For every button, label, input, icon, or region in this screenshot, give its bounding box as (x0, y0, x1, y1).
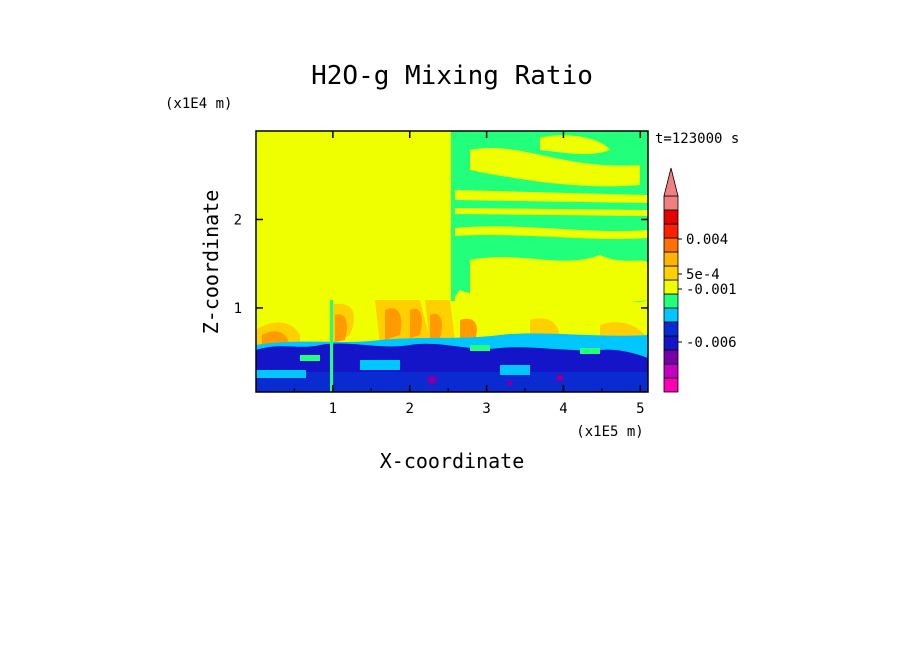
y-axis: 12 (234, 212, 648, 317)
colorbar-segment (663, 307, 679, 323)
colorbar-segment (663, 377, 679, 393)
chart-title: H2O-g Mixing Ratio (311, 61, 593, 91)
colorbar-segment (663, 223, 679, 239)
colorbar-extend-arrow (663, 167, 679, 197)
colorbar-label: 5e-4 (686, 267, 720, 283)
time-label: t=123000 s (655, 131, 739, 147)
colorbar-segment (663, 363, 679, 379)
y-unit-label: (x1E4 m) (165, 96, 232, 112)
colorbar-segment (663, 251, 679, 267)
y-tick-label: 1 (234, 301, 242, 317)
colorbar (663, 167, 679, 393)
x-tick-label: 3 (482, 401, 490, 417)
x-tick-label: 4 (559, 401, 567, 417)
x-unit-label: (x1E5 m) (576, 424, 643, 440)
colorbar-label: -0.001 (686, 282, 737, 298)
colorbar-segment (663, 321, 679, 337)
colorbar-segment (663, 293, 679, 309)
x-tick-label: 5 (636, 401, 644, 417)
colorbar-segment (663, 195, 679, 211)
colorbar-segment (663, 335, 679, 351)
contour-field (256, 131, 648, 392)
x-axis-label: X-coordinate (380, 449, 525, 473)
colorbar-segment (663, 279, 679, 295)
x-tick-label: 2 (406, 401, 414, 417)
colorbar-segment (663, 209, 679, 225)
plot-frame (255, 130, 649, 393)
colorbar-segment (663, 237, 679, 253)
colorbar-segment (663, 265, 679, 281)
y-axis-label: Z-coordinate (199, 190, 223, 335)
x-axis: 1 2 3 4 5 (293, 131, 645, 417)
y-tick-label: 2 (234, 212, 242, 228)
colorbar-label: -0.006 (686, 335, 737, 351)
colorbar-label: 0.004 (686, 232, 728, 248)
x-tick-label: 1 (329, 401, 337, 417)
colorbar-segment (663, 349, 679, 365)
